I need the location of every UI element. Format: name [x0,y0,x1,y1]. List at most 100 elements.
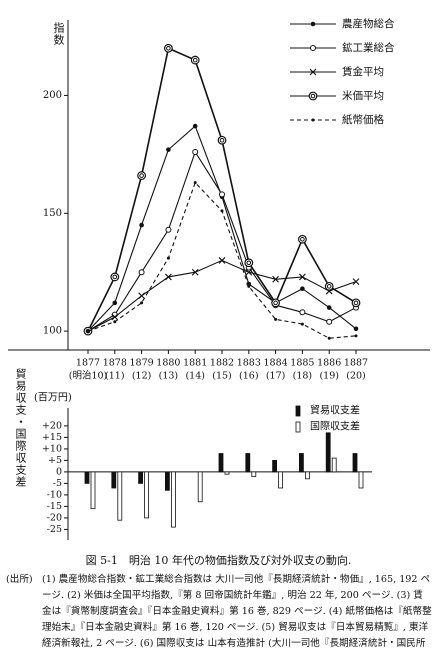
x-tick-label: 1878 [103,358,127,369]
x-tick-label: 1886 [317,358,341,369]
y-tick-label: 200 [43,90,62,101]
legend-label: 米価平均 [342,89,384,102]
marker-inner [246,260,252,266]
x-tick-label: 1885 [290,358,314,369]
y-tick-label: +15 [42,432,62,443]
bar [331,457,337,473]
marker-inner [85,328,91,334]
marker-inner [273,300,278,306]
bar [117,471,123,521]
x-tick-label: 1880 [156,358,180,369]
marker [327,336,331,340]
y-axis-label: 指数 [52,22,65,46]
marker [218,257,226,264]
legend-swatch [295,405,301,417]
bar [170,471,176,528]
series-line [87,47,357,332]
y-tick-label: 0 [56,466,62,477]
bar [304,471,310,480]
marker-inner [112,274,118,280]
source-label: (出所) [6,574,33,585]
x-tick-label: 1879 [130,358,154,369]
marker [244,258,254,268]
marker-inner [166,45,171,51]
x-tick-sublabel: (11) [105,371,125,382]
marker [271,298,281,308]
legend-label: 国際収支差 [310,420,360,433]
bar [352,453,358,473]
marker [191,268,199,276]
marker [245,268,253,276]
bar [111,471,117,489]
marker-inner [219,137,225,143]
marker [140,301,144,305]
marker [112,300,118,306]
bar [245,453,251,473]
bar [251,471,257,477]
marker [300,286,305,292]
x-tick-label: 1884 [264,358,288,369]
marker [308,91,318,101]
legend-label: 貿易収支差 [310,404,360,417]
marker [299,309,306,316]
marker-inner [353,300,359,306]
x-tick-sublabel: (19) [319,371,339,382]
y-tick-label: -5 [53,478,62,489]
marker-inner [192,57,198,63]
marker [310,21,316,27]
legend-swatch [295,421,301,433]
marker [298,234,307,244]
marker [165,226,172,233]
y-tick-label: -10 [47,489,62,500]
x-tick-sublabel: (12) [132,371,152,382]
x-tick-sublabel: (明治10) [69,370,108,382]
y-tick-label: +5 [48,455,62,466]
bar [84,471,90,484]
marker [353,326,359,332]
y-tick-label: 100 [43,326,62,337]
marker [351,298,361,308]
marker-inner [300,236,305,242]
marker-inner [310,93,316,99]
x-tick-label: 1877 [76,358,100,369]
x-tick-sublabel: (18) [293,371,313,382]
marker [192,149,199,155]
legend-label: 紙幣価格 [342,113,384,126]
marker [247,284,251,288]
marker [113,320,117,324]
marker [300,322,304,326]
marker [272,275,279,283]
marker [193,181,197,185]
marker [166,256,170,260]
marker-inner [139,173,144,178]
x-tick-sublabel: (20) [346,371,366,382]
bar [272,459,278,473]
chart: 100 150 200 1877(明治10)1878 (11) 1879 (12) 1880 (… [8,17,430,540]
x-tick-sublabel: (17) [266,371,286,382]
bar [278,471,284,489]
x-tick-label: 1883 [237,358,261,369]
marker [311,118,315,122]
marker [192,123,198,129]
marker [219,191,225,198]
bar [164,471,170,491]
y-tick-label: -25 [47,524,62,535]
bar [325,432,331,473]
y-tick-label: +20 [42,420,62,431]
marker [354,334,358,338]
marker [220,209,224,213]
bar [218,453,224,473]
bar [138,471,144,484]
marker [217,135,227,145]
series-line [87,150,357,332]
x-tick-sublabel: (15) [212,371,232,382]
marker [165,273,172,281]
bar [298,453,304,473]
bar [224,471,230,475]
marker [163,43,173,53]
marker [137,171,147,180]
unit-label: (百万円) [34,392,72,404]
marker [111,313,119,321]
marker [310,45,316,51]
